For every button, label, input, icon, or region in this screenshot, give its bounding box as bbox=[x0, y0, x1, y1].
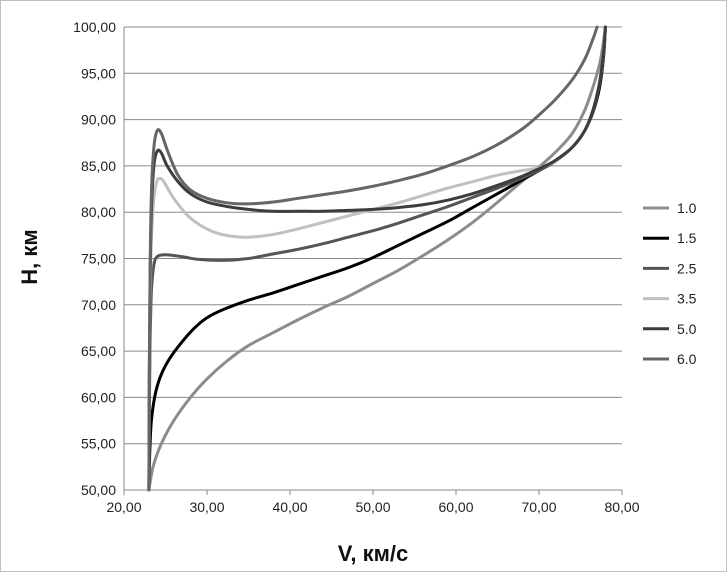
y-tick-label: 85,00 bbox=[81, 158, 116, 174]
legend-label: 6.0 bbox=[677, 351, 697, 367]
legend-label: 5.0 bbox=[677, 321, 697, 337]
axes bbox=[123, 27, 623, 495]
x-tick-label: 30,00 bbox=[189, 499, 224, 515]
x-tick-label: 20,00 bbox=[106, 499, 141, 515]
x-tick-label: 60,00 bbox=[438, 499, 473, 515]
legend-label: 3.5 bbox=[677, 291, 697, 307]
x-axis-title: V, км/с bbox=[338, 541, 409, 566]
gridlines bbox=[124, 26, 622, 445]
y-tick-labels: 50,00 55,00 60,00 65,00 70,00 75,00 80,00 85,00… bbox=[73, 19, 116, 498]
y-tick-label: 50,00 bbox=[81, 482, 116, 498]
legend-label: 2.5 bbox=[677, 260, 697, 276]
x-tick-label: 70,00 bbox=[521, 499, 556, 515]
series-line-5-0 bbox=[147, 25, 607, 492]
y-tick-label: 75,00 bbox=[81, 251, 116, 267]
legend-label: 1.5 bbox=[677, 230, 697, 246]
legend-label: 1.0 bbox=[677, 200, 697, 216]
y-tick-label: 65,00 bbox=[81, 343, 116, 359]
legend: 1.0 1.5 2.5 3.5 5.0 6.0 bbox=[643, 200, 697, 367]
y-tick-label: 55,00 bbox=[81, 436, 116, 452]
x-tick-labels: 20,00 30,00 40,00 50,00 60,00 70,00 80,00 bbox=[106, 499, 639, 515]
y-tick-label: 70,00 bbox=[81, 297, 116, 313]
series-line-6-0 bbox=[147, 25, 599, 492]
y-tick-label: 100,00 bbox=[73, 19, 116, 35]
x-tick-label: 40,00 bbox=[272, 499, 307, 515]
y-axis-title: H, км bbox=[17, 229, 42, 284]
y-tick-label: 80,00 bbox=[81, 204, 116, 220]
series-line-1-0 bbox=[147, 25, 607, 492]
y-tick-label: 95,00 bbox=[81, 65, 116, 81]
x-tick-label: 80,00 bbox=[604, 499, 639, 515]
x-tick-label: 50,00 bbox=[355, 499, 390, 515]
y-tick-label: 60,00 bbox=[81, 389, 116, 405]
series-lines bbox=[147, 25, 607, 492]
y-tick-label: 90,00 bbox=[81, 112, 116, 128]
